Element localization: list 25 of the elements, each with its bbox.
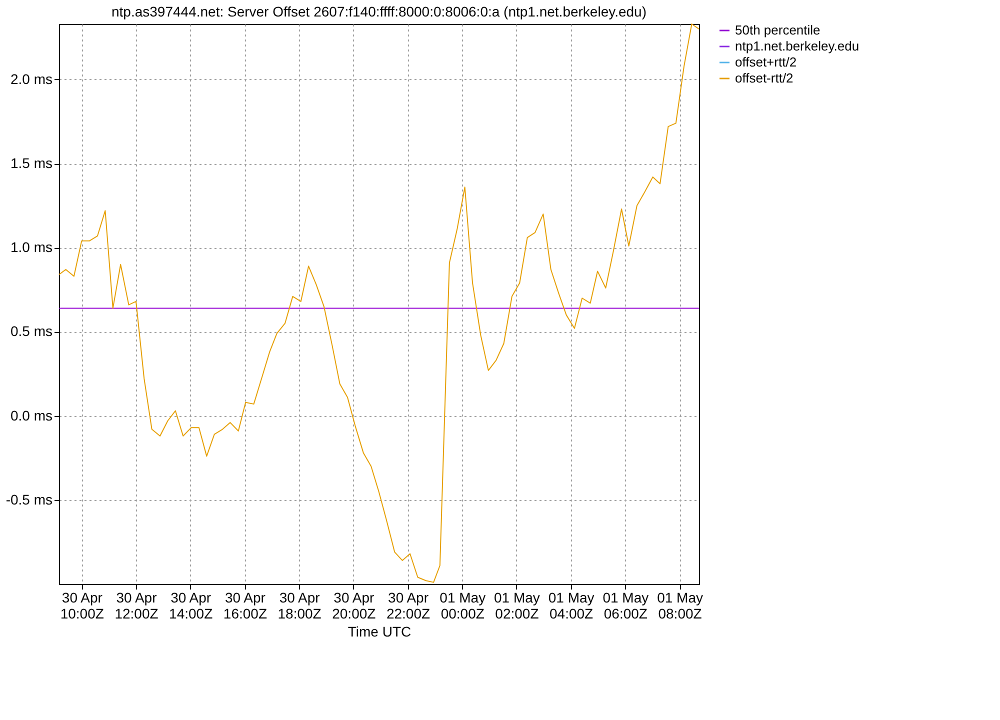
- x-tick-label: 01 May 06:00Z: [602, 590, 649, 622]
- legend-label: 50th percentile: [735, 22, 820, 38]
- y-tick-label: 1.5 ms: [10, 155, 52, 172]
- x-tick-label: 30 Apr 22:00Z: [386, 590, 430, 622]
- x-tick-label: 01 May 02:00Z: [494, 590, 540, 622]
- x-tick-label: 30 Apr 16:00Z: [223, 590, 268, 622]
- chart-title: ntp.as397444.net: Server Offset 2607:f140:ffff:8000:0:8006:0:a (ntp1.net.berkeley.edu): [112, 4, 646, 20]
- x-axis-title: Time UTC: [348, 624, 412, 640]
- x-tick-label: 30 Apr 14:00Z: [169, 590, 214, 622]
- legend-label: offset+rtt/2: [735, 54, 797, 70]
- y-tick-label: 1.0 ms: [10, 239, 52, 256]
- y-tick-label: 0.0 ms: [10, 407, 52, 424]
- x-tick-label: 30 Apr 18:00Z: [278, 590, 322, 622]
- y-tick-label: -0.5 ms: [6, 491, 52, 508]
- legend-label: offset-rtt/2: [735, 70, 794, 86]
- line-series: [58, 24, 700, 583]
- legend-label: ntp1.net.berkeley.edu: [735, 38, 860, 54]
- x-tick-label: 01 May 08:00Z: [657, 590, 703, 622]
- y-tick-label: 2.0 ms: [10, 70, 52, 87]
- y-tick-label: 0.5 ms: [10, 323, 52, 340]
- x-tick-label: 01 May 00:00Z: [440, 590, 486, 622]
- x-tick-label: 30 Apr 20:00Z: [332, 590, 376, 622]
- x-tick-label: 01 May 04:00Z: [548, 590, 594, 622]
- x-tick-label: 30 Apr 10:00Z: [60, 590, 104, 622]
- x-tick-label: 30 Apr 12:00Z: [114, 590, 159, 622]
